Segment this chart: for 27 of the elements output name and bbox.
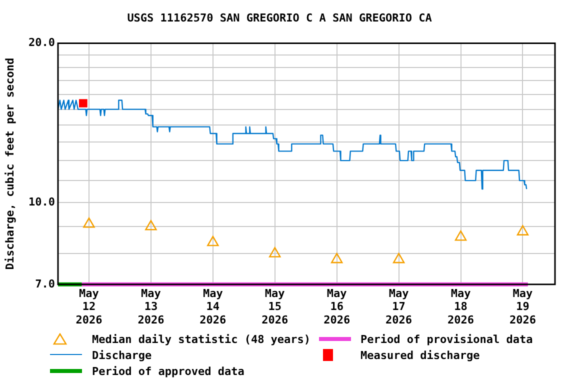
point: [330, 252, 343, 264]
x-tick-label: May 19 2026: [509, 286, 536, 326]
y-tick-label: 10.0: [28, 195, 55, 208]
point: [145, 220, 157, 230]
point: [269, 247, 281, 258]
x-tick-label: May 17 2026: [386, 286, 412, 326]
y-axis-title: Discharge, cubic feet per second: [3, 58, 16, 270]
x-tick-label: May 14 2026: [200, 286, 227, 326]
legend-label: Period of provisional data: [360, 332, 533, 346]
x-tick-label: May 16 2026: [324, 286, 350, 326]
point: [78, 99, 88, 108]
point: [516, 225, 529, 236]
y-tick-label: 20.0: [28, 36, 55, 50]
chart-title: USGS 11162570 SAN GREGORIO C A SAN GREGORIO CA: [127, 11, 432, 24]
legend-label: Discharge: [92, 348, 152, 362]
legend-label: Period of approved data: [92, 364, 244, 378]
x-tick-label: May 12 2026: [76, 286, 103, 326]
y-tick-label: 7.0: [35, 277, 55, 290]
point: [83, 217, 95, 228]
point: [207, 236, 219, 246]
point: [454, 230, 467, 241]
legend-label: Median daily statistic (48 years): [92, 332, 311, 346]
x-tick-label: May 18 2026: [448, 286, 474, 326]
point: [392, 252, 405, 264]
x-tick-label: May 15 2026: [262, 286, 288, 326]
x-tick-label: May 13 2026: [138, 286, 165, 326]
legend-label: Measured discharge: [360, 348, 480, 362]
